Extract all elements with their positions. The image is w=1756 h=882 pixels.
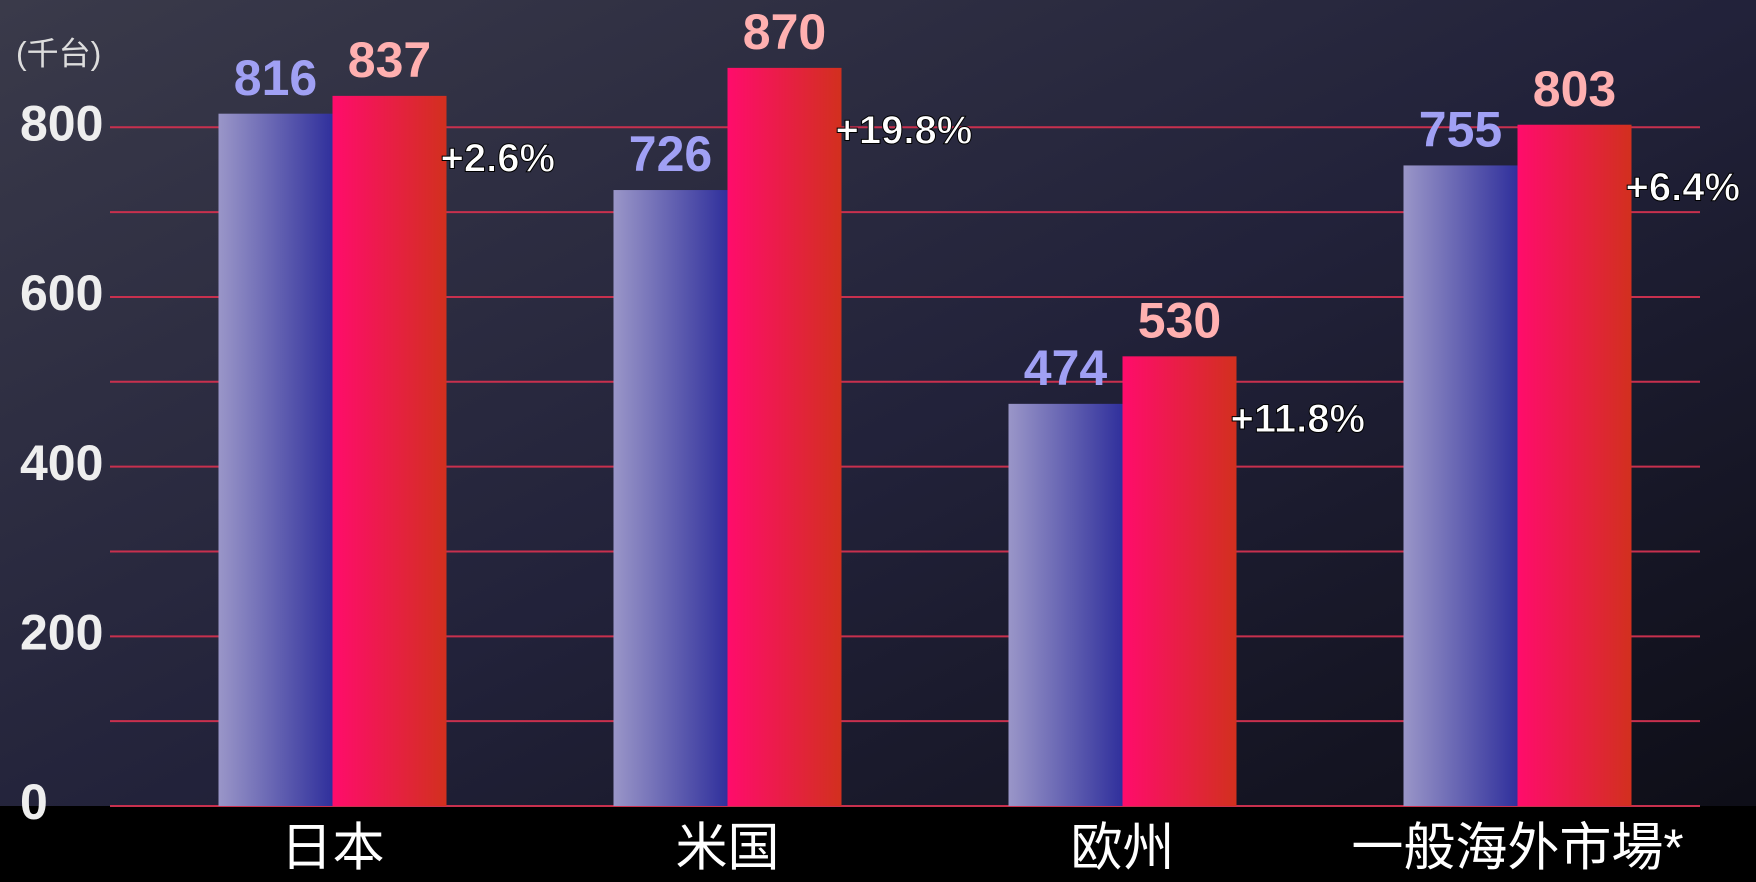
x-tick-label: 一般海外市場* [1351,820,1683,878]
value-label: 755 [1419,102,1502,158]
bar [1122,356,1237,806]
bar [332,95,447,806]
bar [1008,403,1123,806]
change-annotation: +2.6% [441,136,556,180]
value-label: 474 [1024,340,1108,396]
y-tick-label: 600 [20,265,103,321]
value-label: 530 [1138,293,1221,349]
x-tick-label: 米国 [675,820,779,878]
axis-band [0,806,1756,882]
y-tick-label: 800 [20,95,103,151]
bar [218,113,333,807]
bar [1517,124,1632,806]
y-tick-label: 200 [20,605,103,661]
y-tick-label: 0 [20,774,48,830]
x-tick-label: 欧州 [1070,820,1174,878]
change-annotation: +6.4% [1626,165,1741,209]
value-label: 816 [234,50,317,106]
bar [727,67,842,807]
value-label: 726 [629,126,712,182]
x-tick-label: 日本 [280,820,384,878]
value-label: 837 [348,32,431,88]
value-label: 870 [743,4,826,60]
unit-label: (千台) [16,35,101,71]
value-label: 803 [1533,61,1616,117]
change-annotation: +11.8% [1231,397,1366,441]
y-tick-label: 400 [20,435,103,491]
bar [1403,165,1518,806]
change-annotation: +19.8% [836,108,973,152]
bar [613,190,728,806]
